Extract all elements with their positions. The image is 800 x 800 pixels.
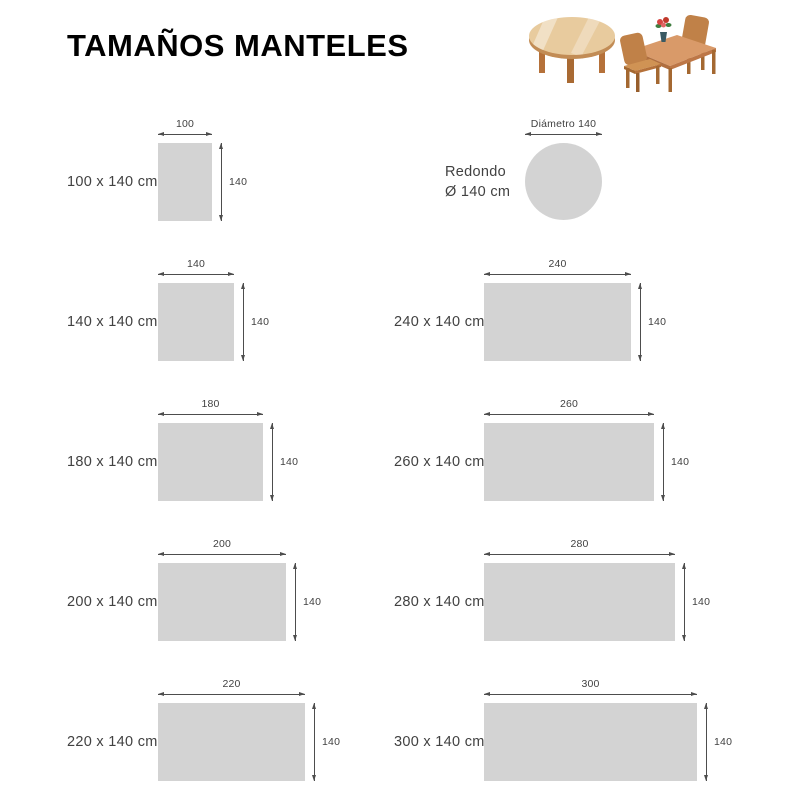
height-dimension: 140	[311, 703, 348, 781]
tablecloth-shape	[484, 423, 654, 501]
size-label: 300 x 140 cm	[394, 734, 485, 750]
width-value: 140	[186, 258, 206, 270]
flower-vase	[655, 17, 672, 42]
tablecloth-shape	[484, 703, 697, 781]
width-value: 200	[212, 538, 232, 550]
height-arrow	[218, 143, 223, 221]
size-label: 180 x 140 cm	[67, 454, 158, 470]
size-label: 240 x 140 cm	[394, 314, 485, 330]
height-value: 140	[692, 596, 711, 608]
dining-set-icon	[620, 14, 716, 92]
tablecloth-shape	[158, 283, 234, 361]
height-value: 140	[648, 316, 667, 328]
tablecloth-shape	[158, 423, 263, 501]
width-dimension: 100	[158, 118, 212, 136]
width-dimension: 240	[484, 258, 631, 276]
width-arrow	[158, 412, 263, 416]
size-label: 220 x 140 cm	[67, 734, 158, 750]
height-arrow	[269, 423, 274, 501]
width-arrow	[158, 552, 286, 556]
size-label: 100 x 140 cm	[67, 174, 158, 190]
width-value: 300	[581, 678, 600, 690]
height-arrow	[292, 563, 297, 641]
near-chair	[620, 32, 661, 92]
height-arrow	[637, 283, 642, 361]
width-dimension: 200	[158, 538, 286, 556]
height-value: 140	[251, 316, 270, 328]
width-arrow	[158, 272, 234, 276]
width-dimension: 300	[484, 678, 697, 696]
width-arrow	[484, 692, 697, 696]
tablecloth-shape	[484, 283, 631, 361]
height-dimension: 140	[218, 143, 255, 221]
width-value: 280	[570, 538, 589, 550]
width-value: 180	[201, 398, 220, 410]
height-dimension: 140	[637, 283, 674, 361]
height-arrow	[703, 703, 708, 781]
height-value: 140	[714, 736, 733, 748]
diameter-value: Diámetro 140	[530, 118, 597, 130]
round-label-line2: Ø 140 cm	[445, 184, 511, 200]
round-label-line1: Redondo	[445, 164, 506, 180]
height-dimension: 140	[660, 423, 697, 501]
height-arrow	[681, 563, 686, 641]
width-value: 220	[222, 678, 241, 690]
height-dimension: 140	[703, 703, 740, 781]
width-arrow	[484, 272, 631, 276]
width-dimension: 180	[158, 398, 263, 416]
page-title: TAMAÑOS MANTELES	[67, 28, 409, 63]
width-dimension: 220	[158, 678, 305, 696]
width-arrow	[158, 132, 212, 136]
height-dimension: 140	[269, 423, 306, 501]
height-arrow	[311, 703, 316, 781]
width-arrow	[158, 692, 305, 696]
height-value: 140	[303, 596, 322, 608]
tablecloth-shape	[158, 563, 286, 641]
width-dimension: 140	[158, 258, 234, 276]
round-table-icon	[529, 17, 615, 83]
width-arrow	[484, 552, 675, 556]
width-dimension: 280	[484, 538, 675, 556]
size-label: 260 x 140 cm	[394, 454, 485, 470]
tablecloth-shape	[158, 703, 305, 781]
width-dimension: 260	[484, 398, 654, 416]
width-value: 260	[559, 398, 579, 410]
height-dimension: 140	[292, 563, 329, 641]
diameter-dimension: Diámetro 140	[525, 118, 602, 136]
height-value: 140	[280, 456, 299, 468]
size-label: 280 x 140 cm	[394, 594, 485, 610]
size-label: 140 x 140 cm	[67, 314, 158, 330]
height-value: 140	[322, 736, 341, 748]
height-value: 140	[229, 176, 248, 188]
height-dimension: 140	[681, 563, 718, 641]
height-arrow	[660, 423, 665, 501]
height-dimension: 140	[240, 283, 277, 361]
width-value: 100	[175, 118, 195, 130]
round-size-label: Redondo Ø 140 cm	[445, 162, 510, 202]
tablecloth-shape	[158, 143, 212, 221]
size-label: 200 x 140 cm	[67, 594, 158, 610]
width-value: 240	[548, 258, 567, 270]
height-arrow	[240, 283, 245, 361]
width-arrow	[484, 412, 654, 416]
tablecloth-shape	[484, 563, 675, 641]
round-tablecloth-shape	[525, 143, 602, 220]
height-value: 140	[671, 456, 690, 468]
diameter-arrow	[525, 132, 602, 136]
